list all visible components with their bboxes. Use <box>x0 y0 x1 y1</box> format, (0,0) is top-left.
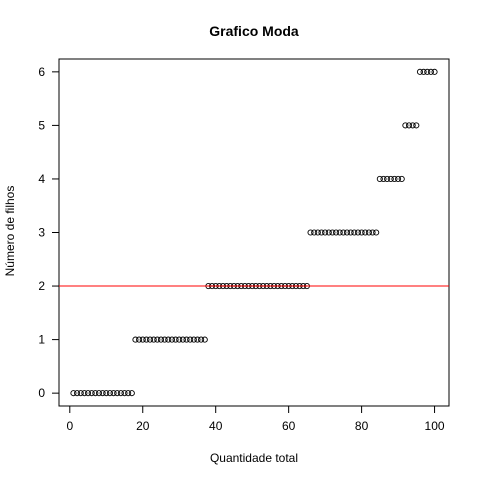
x-tick-label: 40 <box>209 419 223 433</box>
data-point <box>307 229 314 236</box>
data-point <box>190 336 197 343</box>
data-point <box>416 68 424 75</box>
data-point <box>70 390 77 397</box>
data-point <box>165 336 172 343</box>
data-point <box>358 229 365 236</box>
data-point <box>128 390 135 397</box>
data-point <box>179 336 186 343</box>
data-point <box>84 390 92 397</box>
y-tick-label: 3 <box>38 226 45 240</box>
data-point <box>92 390 99 397</box>
data-point <box>427 68 434 75</box>
plot-frame <box>58 58 450 407</box>
data-point <box>314 229 321 236</box>
data-point <box>150 336 157 343</box>
data-point <box>81 390 88 397</box>
data-point <box>362 229 369 236</box>
data-point <box>157 336 165 343</box>
data-point <box>201 336 208 343</box>
data-point <box>143 336 150 343</box>
x-tick-label: 80 <box>355 419 369 433</box>
data-point <box>424 68 431 75</box>
data-point <box>405 122 413 129</box>
y-tick-label: 5 <box>38 118 45 132</box>
data-point <box>340 229 347 236</box>
data-point <box>176 336 183 343</box>
data-point <box>110 390 117 397</box>
data-point <box>325 229 332 236</box>
data-point <box>106 390 113 397</box>
data-point <box>318 229 325 236</box>
data-point <box>74 390 81 397</box>
data-point <box>95 390 103 397</box>
data-point <box>376 175 383 183</box>
data-point <box>365 229 372 236</box>
data-point <box>322 229 329 236</box>
data-point <box>387 175 394 183</box>
data-point <box>354 229 362 236</box>
data-point <box>136 336 143 343</box>
data-point <box>369 229 376 236</box>
x-tick-label: 60 <box>282 419 296 433</box>
data-point <box>194 336 201 343</box>
data-point <box>121 390 128 397</box>
y-tick-label: 6 <box>38 65 45 79</box>
chart-title: Grafico Moda <box>209 23 299 39</box>
data-point <box>125 390 132 397</box>
data-point <box>161 336 168 343</box>
y-tick-label: 1 <box>38 333 45 347</box>
data-point <box>347 229 354 236</box>
data-point <box>409 122 416 129</box>
plot-area: 0 20 40 60 80 100 0 1 2 3 4 5 6 <box>38 58 450 433</box>
data-point <box>420 68 427 75</box>
x-axis-title: Quantidade total <box>210 451 298 465</box>
data-point <box>183 336 190 343</box>
data-point <box>168 336 175 343</box>
data-point <box>329 229 336 236</box>
data-point <box>77 390 84 397</box>
data-point <box>146 336 154 343</box>
data-point <box>391 175 398 183</box>
data-point <box>398 175 405 183</box>
data-point <box>351 229 358 236</box>
data-point <box>117 390 124 397</box>
data-point <box>103 390 110 397</box>
data-point <box>384 175 391 183</box>
data-point <box>198 336 205 343</box>
y-axis-title: Número de filhos <box>3 186 17 277</box>
data-point <box>311 229 318 236</box>
data-point <box>172 336 179 343</box>
data-point <box>402 122 409 129</box>
x-tick-label: 0 <box>66 419 73 433</box>
x-tick-label: 20 <box>136 419 150 433</box>
data-point <box>431 68 438 75</box>
data-point <box>139 336 146 343</box>
data-point <box>380 175 387 183</box>
data-point <box>395 175 402 183</box>
data-point <box>413 122 420 129</box>
x-tick-label: 100 <box>425 419 445 433</box>
y-tick-label: 0 <box>38 386 45 400</box>
data-point <box>132 336 139 343</box>
data-point <box>88 390 95 397</box>
data-point <box>333 229 340 236</box>
data-point <box>154 336 161 343</box>
data-point <box>187 336 194 343</box>
y-tick-label: 2 <box>38 279 45 293</box>
data-point <box>343 229 351 236</box>
data-point <box>114 390 121 397</box>
data-point <box>373 229 380 236</box>
y-tick-label: 4 <box>38 172 45 186</box>
data-point <box>99 390 106 397</box>
data-point <box>336 229 343 236</box>
